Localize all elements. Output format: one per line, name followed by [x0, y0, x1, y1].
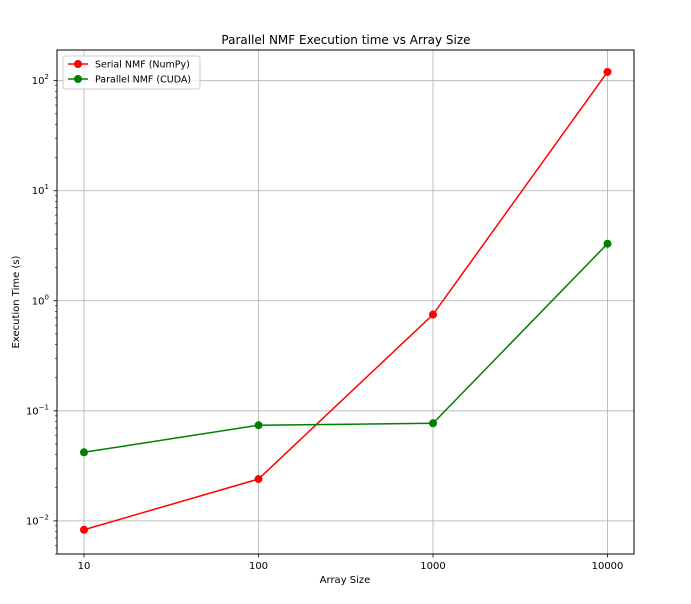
- y-tick-exponent: 0: [45, 293, 49, 301]
- x-tick-label: 1000: [420, 561, 445, 572]
- data-point: [429, 310, 437, 319]
- data-point: [603, 239, 612, 248]
- data-point: [254, 475, 263, 484]
- chart-title: Parallel NMF Execution time vs Array Siz…: [221, 33, 470, 47]
- x-axis-label: Array Size: [320, 575, 371, 586]
- legend-box: [62, 55, 201, 90]
- x-tick-label: 100: [249, 561, 268, 572]
- data-point: [80, 525, 88, 534]
- x-axis: 10 100 1000 10000: [78, 554, 624, 572]
- legend: Serial NMF (NumPy) Parallel NMF (CUDA): [62, 55, 201, 90]
- y-axis-label: Execution Time (s): [11, 255, 22, 348]
- series-layer: [80, 67, 612, 534]
- x-tick-label: 10: [78, 561, 91, 572]
- legend-label: Serial NMF (NumPy): [95, 60, 190, 71]
- y-tick-exponent: 1: [45, 183, 49, 191]
- data-point: [254, 421, 263, 430]
- x-tick-label: 10000: [592, 561, 624, 572]
- legend-label: Parallel NMF (CUDA): [95, 75, 191, 86]
- data-point: [429, 419, 437, 428]
- grid: [57, 50, 634, 554]
- data-point: [603, 67, 612, 76]
- series-line: [83, 243, 609, 454]
- legend-marker: [74, 75, 82, 83]
- y-tick-exponent: −2: [39, 513, 49, 521]
- legend-marker: [74, 60, 82, 68]
- data-point: [80, 448, 88, 457]
- y-tick-exponent: 2: [45, 73, 49, 81]
- series-line: [83, 71, 609, 531]
- plot-frame: [56, 49, 635, 555]
- y-tick-exponent: −1: [39, 403, 49, 411]
